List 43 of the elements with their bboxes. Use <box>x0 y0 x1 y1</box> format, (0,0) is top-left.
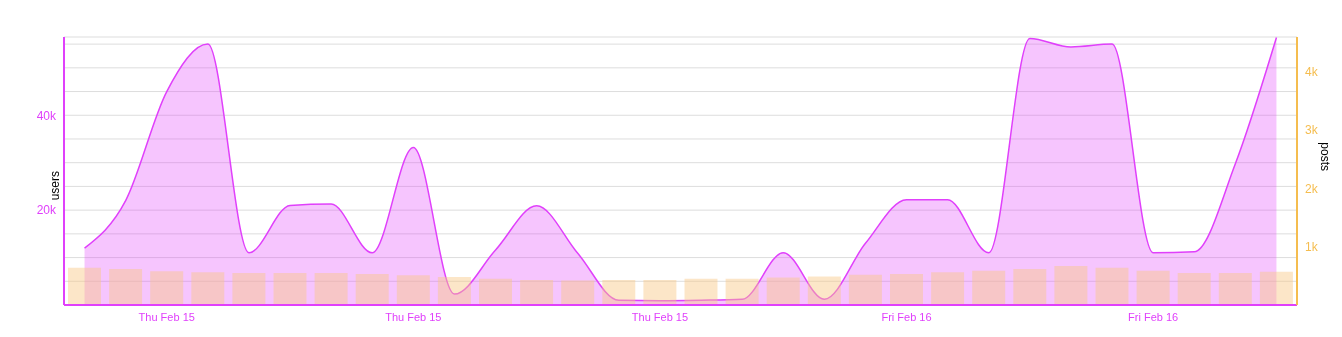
y-tick-label: 20k <box>36 203 57 218</box>
y2-tick-label: 1k <box>1305 240 1319 254</box>
bar <box>1136 270 1170 305</box>
bar <box>232 272 266 305</box>
bar <box>396 275 430 305</box>
bar <box>273 272 307 305</box>
bar <box>561 280 595 305</box>
y2-tick-label: 4k <box>1305 65 1319 80</box>
y2-tick-label: 2k <box>1305 181 1319 196</box>
bar <box>437 277 471 305</box>
bar <box>972 270 1006 305</box>
y-axis-title: users <box>48 171 63 201</box>
bar <box>643 279 677 305</box>
bar <box>684 278 718 305</box>
bar <box>766 277 800 305</box>
bar <box>1177 272 1211 305</box>
bar <box>1013 268 1047 305</box>
bar <box>1259 271 1293 305</box>
bar <box>1054 265 1088 305</box>
bar <box>807 276 841 305</box>
x-tick-label: Thu Feb 15 <box>385 310 442 323</box>
bar <box>848 274 882 305</box>
bar <box>109 268 143 305</box>
y2-axis-title: posts <box>1317 142 1332 171</box>
bar <box>355 274 389 305</box>
bar <box>479 278 512 305</box>
bar <box>602 279 636 305</box>
bar <box>68 267 101 305</box>
y2-tick-label: 3k <box>1305 123 1319 138</box>
bar <box>314 272 348 305</box>
bar <box>931 272 965 305</box>
bar <box>890 274 923 305</box>
bar <box>1218 272 1252 305</box>
x-tick-label: Thu Feb 15 <box>138 310 195 323</box>
bar <box>1095 267 1129 305</box>
x-tick-label: Fri Feb 16 <box>881 310 932 323</box>
y-tick-label: 40k <box>36 108 57 123</box>
bar <box>520 279 554 305</box>
x-tick-label: Fri Feb 16 <box>1128 310 1179 323</box>
x-tick-label: Thu Feb 15 <box>631 310 689 323</box>
bar <box>191 272 225 305</box>
bar <box>725 278 759 305</box>
bar <box>150 271 184 305</box>
